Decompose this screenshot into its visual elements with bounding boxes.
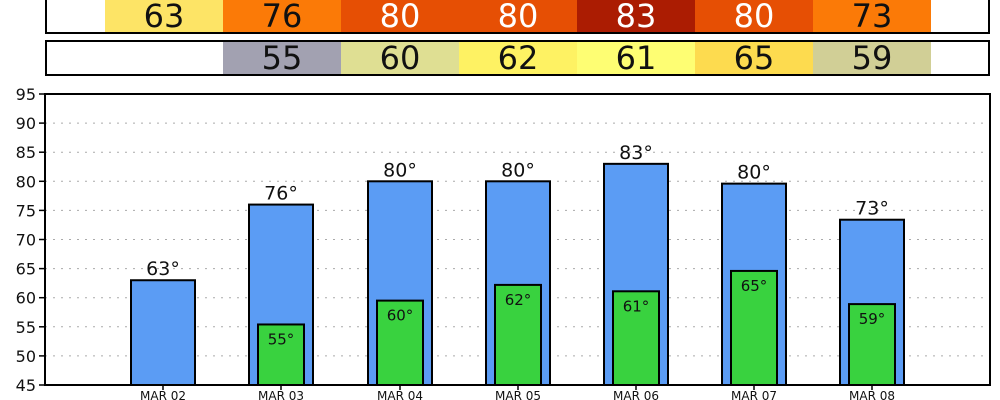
low-value-label: 65° <box>741 277 768 295</box>
y-tick-label: 60 <box>16 289 36 308</box>
y-tick-label: 90 <box>16 114 36 133</box>
low-strip-cell: 59 <box>813 42 931 74</box>
date-label: MAR 08 <box>849 389 895 400</box>
high-strip-cell: 73 <box>813 0 931 32</box>
low-strip-cell: 55 <box>223 42 341 74</box>
high-bar <box>130 279 196 386</box>
high-temperature-strip: 63 76 80 80 83 80 73 <box>45 0 990 34</box>
date-label: MAR 02 <box>140 389 186 400</box>
y-tick-label: 55 <box>16 318 36 337</box>
high-value-label: 83° <box>619 142 653 164</box>
y-tick-label: 80 <box>16 172 36 191</box>
high-value-label: 63° <box>146 258 180 280</box>
high-strip-cell: 80 <box>695 0 813 32</box>
low-strip-cell <box>105 42 223 74</box>
low-strip-cell: 61 <box>577 42 695 74</box>
date-label: MAR 03 <box>258 389 304 400</box>
date-label: MAR 04 <box>377 389 423 400</box>
high-value-label: 76° <box>264 183 298 205</box>
low-value-label: 55° <box>268 330 295 348</box>
high-strip-cell: 63 <box>105 0 223 32</box>
high-value-label: 80° <box>501 159 535 181</box>
high-strip-cell: 80 <box>459 0 577 32</box>
low-strip-cell: 60 <box>341 42 459 74</box>
low-temperature-strip: 55 60 62 61 65 59 <box>45 40 990 76</box>
low-strip-cell: 65 <box>695 42 813 74</box>
low-value-label: 62° <box>505 291 532 309</box>
low-value-label: 61° <box>623 297 650 315</box>
high-strip-cell: 80 <box>341 0 459 32</box>
high-value-label: 73° <box>855 198 889 220</box>
low-bar <box>730 269 778 387</box>
low-value-label: 59° <box>859 310 886 328</box>
date-label: MAR 07 <box>731 389 777 400</box>
date-label: MAR 06 <box>613 389 659 400</box>
y-tick-label: 75 <box>16 201 36 220</box>
low-value-label: 60° <box>387 307 414 325</box>
high-value-label: 80° <box>383 159 417 181</box>
y-tick-label: 50 <box>16 347 36 366</box>
y-tick-label: 70 <box>16 231 36 250</box>
date-label: MAR 05 <box>495 389 541 400</box>
low-bar <box>257 323 305 386</box>
high-strip-cell: 83 <box>577 0 695 32</box>
low-strip-cell: 62 <box>459 42 577 74</box>
high-value-label: 80° <box>737 162 771 184</box>
y-tick-label: 85 <box>16 143 36 162</box>
high-strip-cell: 76 <box>223 0 341 32</box>
y-tick-label: 95 <box>16 85 36 104</box>
y-tick-label: 45 <box>16 376 36 395</box>
y-tick-label: 65 <box>16 260 36 279</box>
